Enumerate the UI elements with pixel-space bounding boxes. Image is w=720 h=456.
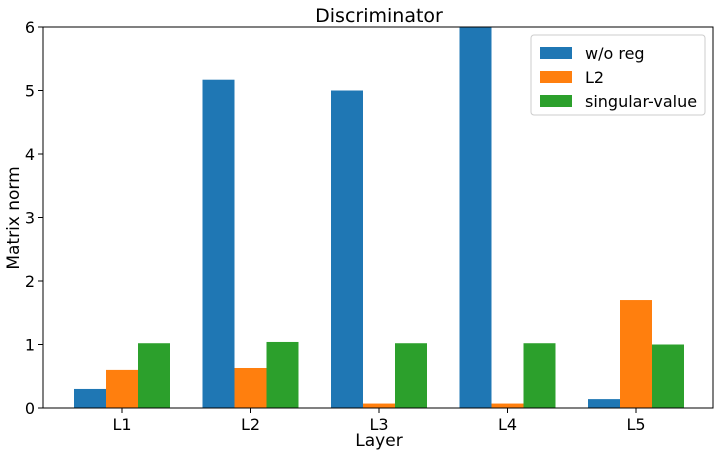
y-tick-label: 2 [25,272,35,291]
bar-w-o-reg-l5 [588,399,620,408]
y-axis: 0 1 2 3 4 5 6 [25,18,43,418]
y-tick-label: 3 [25,209,35,228]
bar-l2-l5 [620,300,652,408]
bar-singular-value-l1 [138,343,170,408]
legend-swatch [540,95,572,107]
bar-singular-value-l3 [395,343,427,408]
legend-entry: singular-value [585,92,697,111]
bar-l2-l3 [363,403,395,408]
legend-entry: L2 [585,68,604,87]
bars-group [74,27,684,408]
bar-singular-value-l4 [523,343,556,408]
x-axis: L1 L2 L3 L4 L5 [112,408,646,434]
x-tick-label: L2 [241,415,260,434]
bar-w-o-reg-l2 [202,79,235,408]
y-tick-label: 4 [25,145,35,164]
legend: w/o reg L2 singular-value [530,34,706,116]
x-tick-label: L5 [626,415,645,434]
legend-box [530,34,706,116]
bar-w-o-reg-l4 [459,27,492,408]
legend-entry: w/o reg [585,44,645,63]
y-tick-label: 6 [25,18,35,37]
x-tick-label: L1 [112,415,131,434]
y-tick-label: 1 [25,336,35,355]
x-axis-label: Layer [355,431,402,451]
bar-l2-l4 [491,403,524,408]
legend-swatch [540,47,572,59]
y-axis-label: Matrix norm [4,166,24,269]
y-tick-label: 5 [25,82,35,101]
chart-title: Discriminator [315,5,443,27]
bar-l2-l2 [234,367,267,408]
legend-swatch [540,71,572,83]
x-tick-label: L3 [369,415,388,434]
bar-singular-value-l2 [266,341,299,408]
bar-singular-value-l5 [652,344,684,408]
bar-l2-l1 [106,369,138,408]
x-tick-label: L4 [498,415,517,434]
bar-w-o-reg-l1 [74,388,106,408]
y-tick-label: 0 [25,399,35,418]
bar-w-o-reg-l3 [331,90,363,408]
